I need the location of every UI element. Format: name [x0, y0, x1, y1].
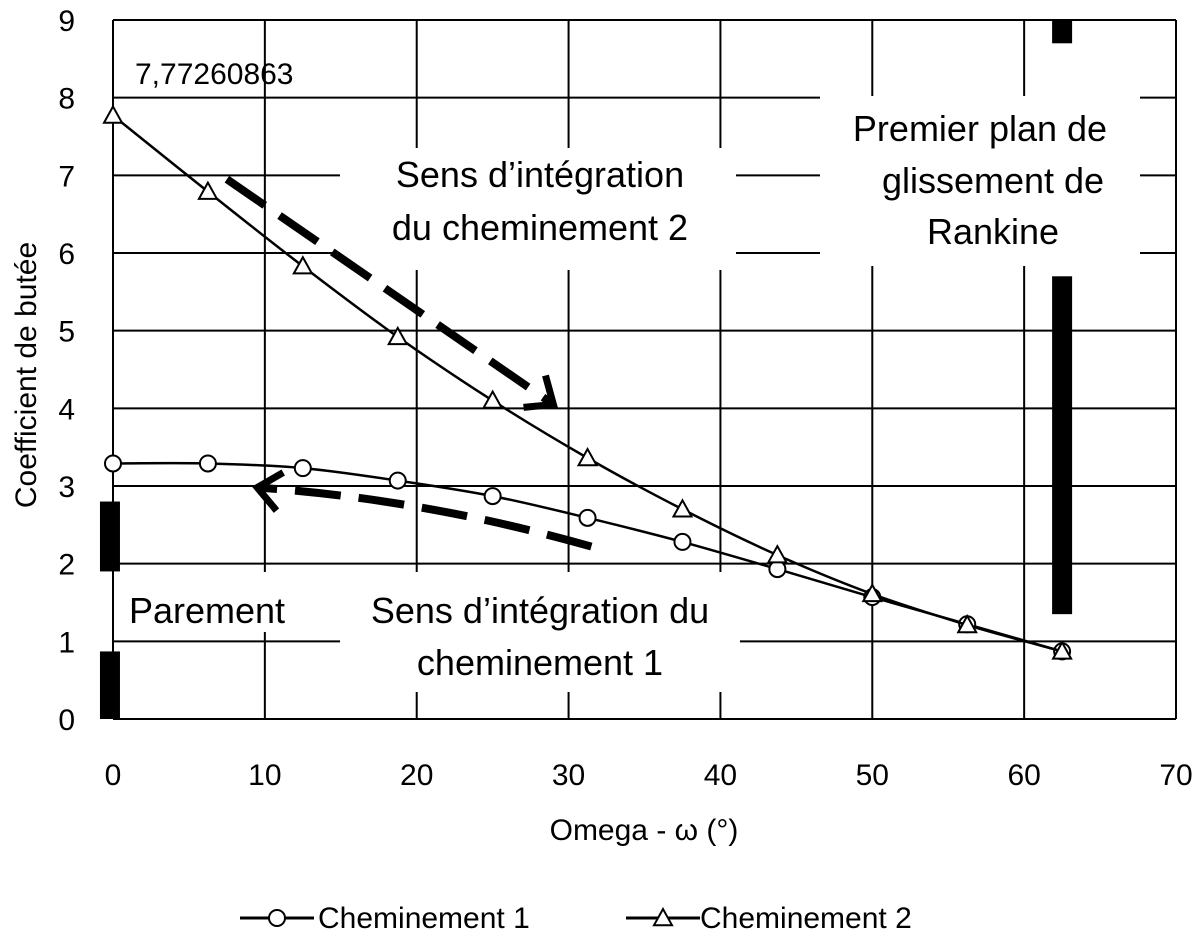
y-tick-label: 5: [58, 316, 75, 349]
grid: [112, 19, 1177, 720]
triangle-marker: [1051, 640, 1073, 660]
triangle-marker: [671, 498, 694, 518]
triangle-marker: [956, 613, 978, 634]
label-background: [820, 96, 1140, 266]
arrow-cheminement-1-shaft: [256, 483, 593, 551]
thick-bar-rankine_lower: [1052, 276, 1073, 615]
circle-marker: [104, 454, 122, 473]
y-tick-label: 8: [58, 83, 75, 116]
x-axis-title: Omega - ω (°): [550, 814, 739, 847]
arrow-cheminement-1: [251, 469, 593, 551]
triangle-marker: [576, 446, 599, 467]
triangle-marker: [766, 544, 789, 564]
rankine-line-3: Rankine: [927, 211, 1059, 252]
circle-marker: [673, 532, 692, 551]
triangle-marker: [292, 255, 314, 275]
label-background: [120, 572, 306, 632]
y-tick-label: 4: [58, 393, 75, 426]
text-labels: 0 1 2 3 4 5 6 7 8 9 0 10 20 30 40 50 60 70 Omega - ω (°) Co…: [10, 5, 1193, 847]
circle-marker: [293, 459, 312, 478]
arrow-cheminement-2: [224, 175, 558, 411]
x-tick-label: 10: [248, 759, 281, 792]
triangle-marker: [861, 582, 883, 603]
triangle-marker: [387, 325, 409, 346]
rankine-line-1: Premier plan de: [853, 108, 1107, 149]
sens-2-line-2: du cheminement 2: [392, 207, 688, 248]
y-tick-label: 2: [58, 549, 75, 582]
sens-1-line-2: cheminement 1: [417, 642, 663, 683]
triangle-marker: [102, 104, 124, 124]
y-axis-title: Coefficient de butée: [10, 242, 43, 508]
triangle-marker: [197, 180, 219, 200]
legend-triangle-marker: [652, 906, 674, 927]
arrow-cheminement-2-shaft: [224, 175, 556, 408]
y-tick-label: 6: [58, 238, 75, 271]
legend-item-1: Cheminement 1: [240, 902, 530, 935]
x-tick-label: 50: [856, 759, 889, 792]
x-tick-label: 40: [704, 759, 737, 792]
thick-bar-parement_upper: [99, 501, 120, 572]
arrow-cheminement-2-head: [523, 374, 558, 411]
y-tick-label: 3: [58, 471, 75, 504]
circle-marker: [768, 560, 787, 579]
thick-bar-rankine_upper: [1052, 20, 1073, 44]
circle-marker: [578, 508, 597, 527]
arrow-cheminement-1-head: [251, 469, 285, 513]
legend: Cheminement 1 Cheminement 2: [240, 902, 912, 935]
thick-bar-parement_lower: [99, 651, 120, 719]
sens-1-line-1: Sens d’intégration du: [371, 590, 709, 631]
x-tick-label: 30: [552, 759, 585, 792]
circle-marker: [388, 471, 407, 490]
legend-circle-marker: [268, 909, 286, 927]
x-tick-label: 70: [1159, 759, 1192, 792]
y-tick-label: 9: [58, 5, 75, 38]
label-backgrounds: [120, 96, 1140, 692]
circle-marker: [483, 487, 502, 506]
direction-arrows: [224, 175, 593, 551]
legend-label: Cheminement 2: [700, 902, 912, 935]
legend-label: Cheminement 1: [318, 902, 530, 935]
label-background: [340, 148, 736, 270]
x-tick-label: 20: [400, 759, 433, 792]
label-background: [340, 572, 740, 692]
sens-2-line-1: Sens d’intégration: [396, 154, 684, 195]
rankine-line-2: glissement de: [882, 160, 1104, 201]
legend-item-2: Cheminement 2: [626, 902, 912, 935]
y-tick-label: 0: [58, 704, 75, 737]
x-tick-label: 60: [1007, 759, 1040, 792]
value-label: 7,77260863: [135, 58, 294, 91]
x-tick-label: 0: [105, 759, 122, 792]
series-2: [102, 104, 1073, 660]
series: [102, 104, 1073, 661]
thick-bars: [99, 20, 1073, 719]
y-tick-label: 7: [58, 160, 75, 193]
triangle-marker: [481, 389, 504, 409]
y-tick-label: 1: [58, 626, 75, 659]
series-1: [104, 454, 1072, 661]
parement-label: Parement: [129, 590, 285, 631]
circle-marker: [198, 454, 217, 473]
